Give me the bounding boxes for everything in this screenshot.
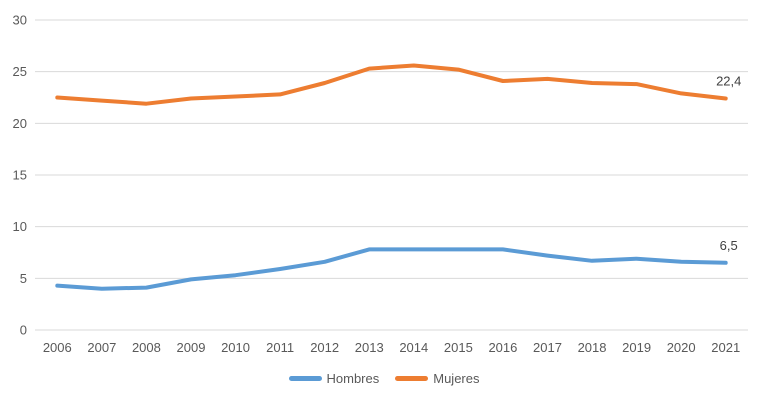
y-tick-label: 10	[13, 219, 27, 234]
x-tick-label: 2006	[43, 340, 72, 355]
x-tick-label: 2018	[578, 340, 607, 355]
x-tick-label: 2008	[132, 340, 161, 355]
x-tick-label: 2021	[711, 340, 740, 355]
data-label-mujeres: 22,4	[716, 74, 741, 89]
x-tick-label: 2016	[488, 340, 517, 355]
x-tick-label: 2015	[444, 340, 473, 355]
y-tick-label: 25	[13, 64, 27, 79]
legend-item-mujeres: Mujeres	[395, 371, 480, 386]
x-tick-label: 2009	[177, 340, 206, 355]
x-tick-label: 2020	[667, 340, 696, 355]
x-tick-label: 2013	[355, 340, 384, 355]
series-line-mujeres	[55, 63, 728, 106]
x-tick-label: 2017	[533, 340, 562, 355]
data-label-hombres: 6,5	[720, 238, 738, 253]
y-tick-label: 20	[13, 116, 27, 131]
legend-label-mujeres: Mujeres	[433, 371, 480, 386]
legend-item-hombres: Hombres	[288, 371, 380, 386]
legend: Hombres Mujeres	[0, 371, 768, 386]
legend-swatch-hombres	[288, 376, 322, 381]
y-tick-label: 30	[13, 13, 27, 28]
y-tick-label: 5	[20, 271, 27, 286]
x-tick-label: 2014	[399, 340, 428, 355]
legend-swatch-mujeres	[395, 376, 429, 381]
y-tick-label: 15	[13, 168, 27, 183]
series-line-hombres	[55, 247, 728, 291]
x-tick-label: 2012	[310, 340, 339, 355]
y-tick-label: 0	[20, 323, 27, 338]
x-tick-label: 2010	[221, 340, 250, 355]
x-tick-label: 2019	[622, 340, 651, 355]
x-tick-label: 2007	[87, 340, 116, 355]
x-tick-label: 2011	[266, 340, 294, 355]
legend-label-hombres: Hombres	[326, 371, 380, 386]
